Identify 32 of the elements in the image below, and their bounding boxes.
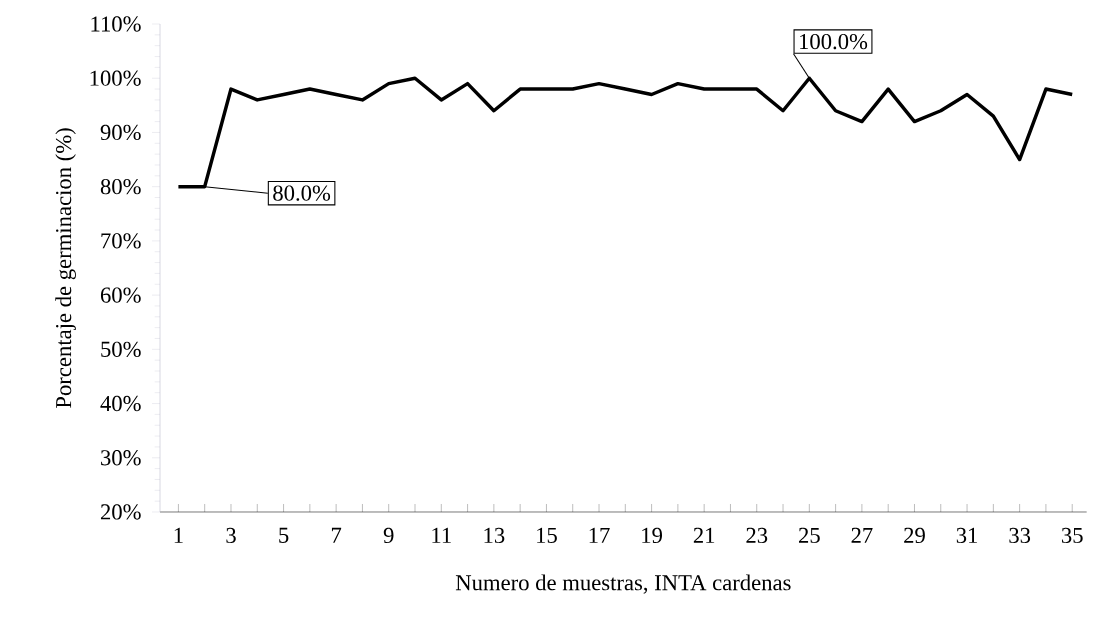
x-axis-title: Numero de muestras, INTA cardenas <box>455 574 791 594</box>
x-tick-label: 19 <box>642 527 663 544</box>
y-tick-label: 70% <box>101 233 141 249</box>
x-tick-label: 11 <box>432 527 451 543</box>
x-tick-label: 27 <box>851 527 873 543</box>
x-tick-label: 3 <box>226 527 236 544</box>
x-tick-label: 17 <box>589 527 610 543</box>
x-tick-label: 23 <box>746 527 768 544</box>
x-tick-label: 21 <box>693 527 715 543</box>
y-tick-label: 50% <box>101 341 141 357</box>
x-tick-label: 33 <box>1009 527 1031 544</box>
y-tick-label: 20% <box>100 504 141 520</box>
y-tick-label: 90% <box>100 124 141 141</box>
y-tick-label: 30% <box>101 450 141 466</box>
x-tick-label: 13 <box>484 527 505 544</box>
x-tick-label: 9 <box>383 527 394 544</box>
y-tick-label: 80% <box>100 178 141 195</box>
y-tick-label: 40% <box>100 395 141 412</box>
x-tick-label: 5 <box>279 527 289 543</box>
x-tick-label: 31 <box>956 527 978 544</box>
x-tick-label: 15 <box>537 527 557 543</box>
y-tick-label: 60% <box>100 287 141 303</box>
y-axis-title: Porcentaje de germinacion (%) <box>55 128 76 408</box>
y-tick-label: 100% <box>90 70 141 86</box>
x-tick-label: 1 <box>174 527 183 543</box>
x-tick-label: 25 <box>799 527 820 544</box>
x-tick-label: 35 <box>1061 527 1083 544</box>
annotation: 100.0% <box>800 33 868 50</box>
y-tick-label: 110% <box>91 16 141 32</box>
x-tick-label: 7 <box>331 527 342 543</box>
annotation: 80.0% <box>273 185 331 201</box>
x-tick-label: 29 <box>904 527 925 544</box>
